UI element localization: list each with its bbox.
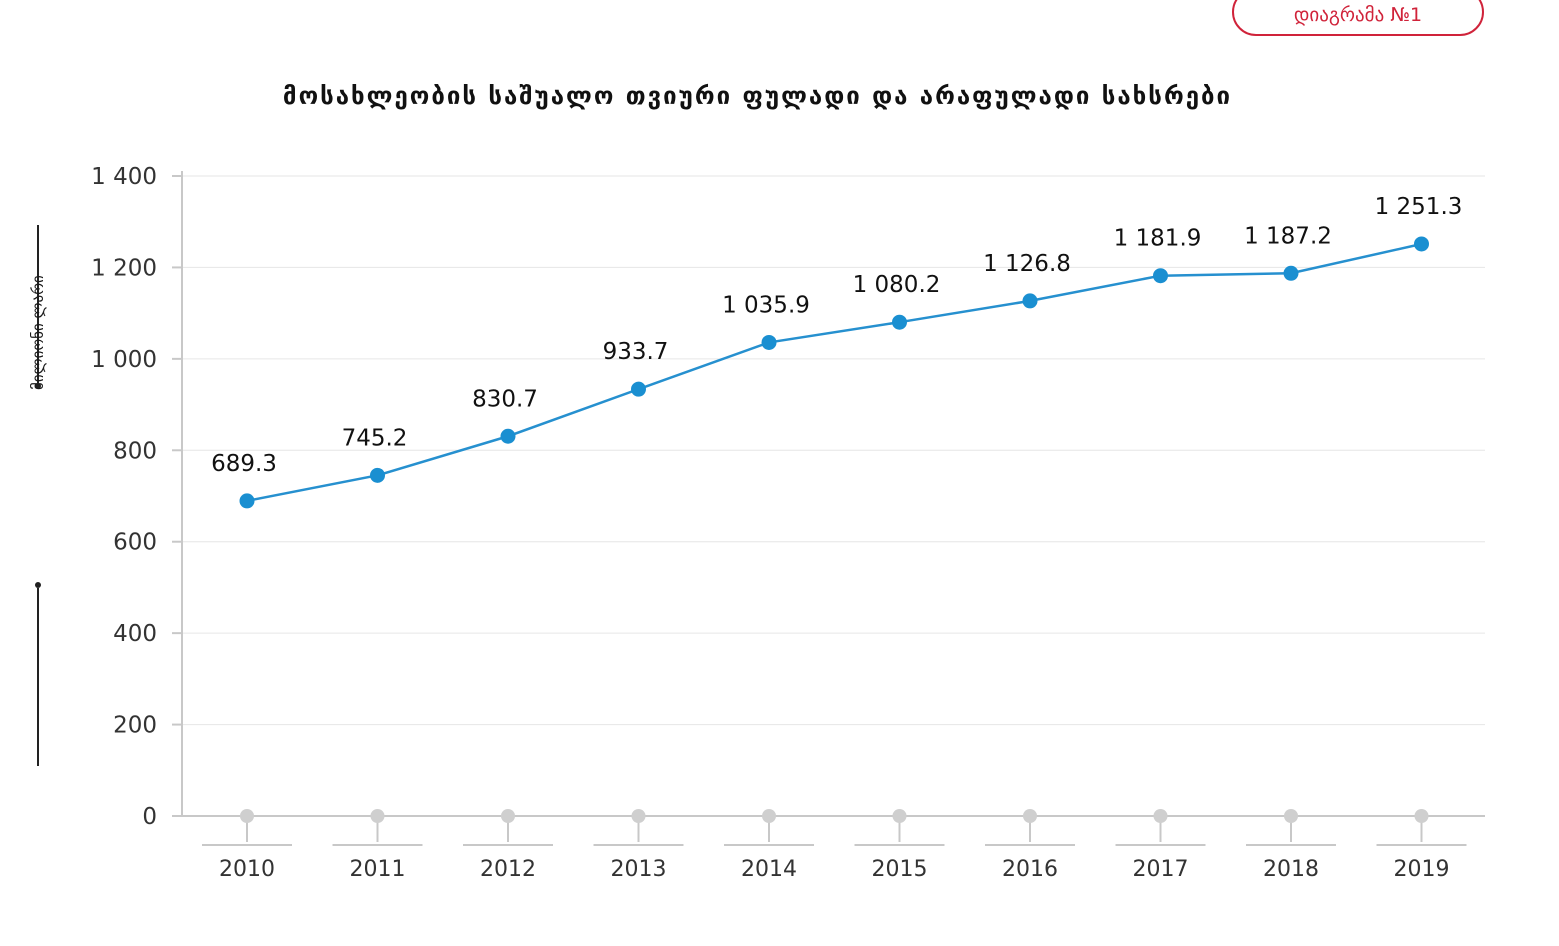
data-label: 830.7 (472, 386, 538, 412)
y-label-arrow-dot-top (35, 383, 41, 389)
y-axis-label-group (0, 222, 76, 768)
y-label-arrow-line-bottom (37, 588, 39, 766)
x-tick-label: 2019 (1394, 857, 1450, 882)
data-point (370, 467, 385, 483)
data-label: 689.3 (211, 451, 277, 477)
x-baseline-dot (370, 809, 385, 823)
data-point (1283, 265, 1299, 281)
data-label: 1 251.3 (1375, 194, 1463, 220)
x-tick-label: 2011 (350, 857, 406, 882)
x-baseline-dot (1023, 809, 1037, 823)
y-label-arrow-dot-bottom (35, 582, 41, 588)
data-point (892, 314, 907, 330)
x-baseline-dot (1284, 809, 1298, 823)
data-point (761, 334, 777, 350)
y-tick-label: 800 (113, 438, 157, 464)
data-point (631, 381, 646, 397)
y-tick-label: 0 (142, 804, 157, 830)
x-tick-label: 2014 (741, 857, 797, 882)
data-point (1022, 293, 1038, 309)
x-tick-label: 2018 (1263, 857, 1319, 882)
x-baseline-dot (1414, 809, 1429, 823)
y-tick-label: 400 (113, 621, 157, 647)
diagram-badge: დიაგრამა №1 (1232, 0, 1484, 36)
x-tick-label: 2017 (1133, 857, 1189, 882)
y-tick-label: 600 (113, 530, 157, 556)
data-label: 1 080.2 (853, 272, 941, 298)
x-tick-label: 2016 (1002, 857, 1058, 882)
x-baseline-dot (240, 809, 254, 823)
series-line (246, 242, 1422, 503)
x-baseline-dot (501, 809, 515, 823)
x-tick-label: 2015 (872, 857, 928, 882)
data-label: 1 035.9 (722, 292, 810, 318)
y-tick-label: 1 200 (91, 255, 157, 281)
x-baseline-dot (762, 809, 776, 823)
data-point (1153, 268, 1168, 284)
x-baseline-dot (1153, 809, 1168, 823)
data-point (500, 428, 516, 444)
y-tick-label: 1 000 (91, 347, 157, 373)
x-baseline-dot (631, 809, 646, 823)
x-tick-label: 2012 (480, 857, 536, 882)
data-label: 1 181.9 (1114, 226, 1202, 252)
y-tick-label: 200 (113, 713, 157, 739)
data-label: 1 126.8 (983, 251, 1071, 277)
x-tick-label: 2013 (611, 857, 667, 882)
data-point (1414, 236, 1429, 252)
data-label: 933.7 (603, 339, 669, 365)
y-tick-label: 1 400 (91, 164, 157, 190)
chart-title: მოსახლეობის საშუალო თვიური ფულადი და არა… (282, 82, 1233, 110)
data-point (239, 493, 255, 509)
x-tick-label: 2010 (219, 857, 275, 882)
data-label: 745.2 (342, 425, 408, 451)
x-baseline-dot (892, 809, 907, 823)
y-label-arrow-line-top (37, 225, 39, 383)
data-label: 1 187.2 (1244, 223, 1332, 249)
